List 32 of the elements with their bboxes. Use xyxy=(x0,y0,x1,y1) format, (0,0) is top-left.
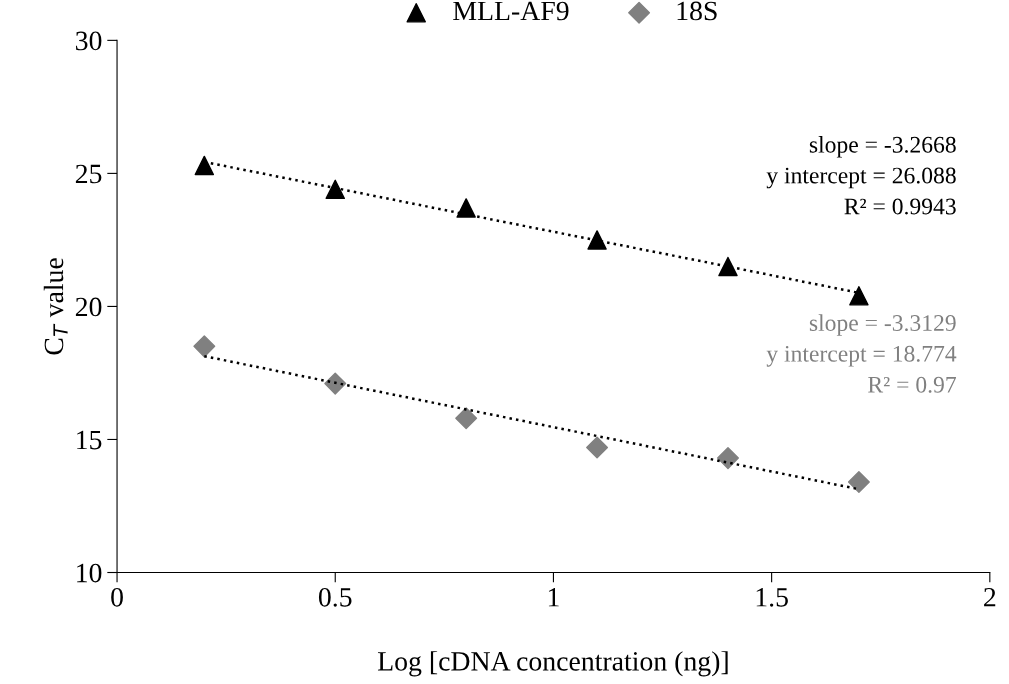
annotation: R² = 0.9943 xyxy=(844,198,956,215)
point xyxy=(193,335,216,358)
point xyxy=(849,286,869,306)
point xyxy=(586,436,609,459)
annotation: slope = -3.2668 xyxy=(809,136,956,158)
x-tick-label: 1.5 xyxy=(756,588,788,607)
y-tick-label: 10 xyxy=(77,563,102,583)
x-axis-title: Log [cDNA concentration (ng)] xyxy=(377,651,728,677)
y-tick-label: 25 xyxy=(75,164,102,184)
legend-label: 18S xyxy=(677,1,717,21)
point xyxy=(847,471,870,494)
point xyxy=(455,407,478,430)
legend-label: MLL-AF9 xyxy=(453,1,569,21)
point xyxy=(456,198,476,218)
y-axis-title: C$_{T}$ value xyxy=(43,258,68,355)
point xyxy=(587,230,607,250)
annotation: slope = -3.3129 xyxy=(809,314,956,336)
point xyxy=(716,447,739,470)
annotation: y intercept = 18.774 xyxy=(766,345,957,367)
x-tick-label: 0 xyxy=(111,587,123,607)
point xyxy=(718,256,738,277)
x-tick-label: 1 xyxy=(548,588,559,607)
annotation: R² = 0.97 xyxy=(868,376,956,393)
point xyxy=(194,155,215,176)
point xyxy=(324,372,347,395)
y-tick-label: 20 xyxy=(75,297,102,317)
x-tick-label: 0.5 xyxy=(318,587,352,607)
x-tick-label: 2 xyxy=(984,587,996,607)
point xyxy=(325,179,345,200)
y-tick-label: 15 xyxy=(77,430,102,450)
annotation: y intercept = 26.088 xyxy=(766,167,956,189)
y-tick-label: 30 xyxy=(76,31,102,51)
